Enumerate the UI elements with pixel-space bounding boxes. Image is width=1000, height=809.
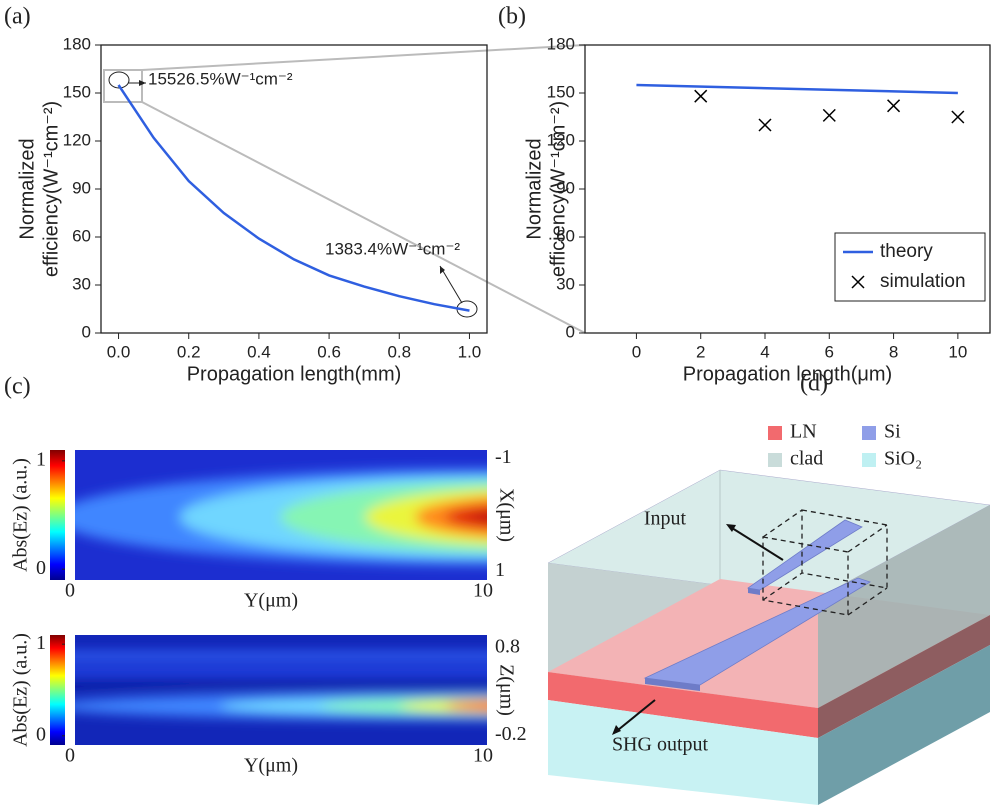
y-axis-label: X(μm): [495, 488, 517, 542]
y-tick-label: 180: [547, 34, 575, 53]
marker: [887, 99, 901, 113]
y-tick-label: 120: [547, 130, 575, 149]
panel-label: (d): [800, 371, 828, 397]
marker: [758, 118, 772, 132]
annotation: 1383.4%W⁻¹cm⁻²: [325, 239, 460, 258]
x-tick-label: 8: [889, 342, 898, 361]
x-axis-label: Y(μm): [244, 755, 298, 777]
annotation: 15526.5%W⁻¹cm⁻²: [148, 69, 293, 88]
x-axis-label: Propagation length(μm): [683, 363, 892, 385]
colorbar-tick-label: 0: [36, 723, 46, 745]
x-tick-label: 2: [696, 342, 705, 361]
y-tick-label: 90: [556, 178, 575, 197]
zoom-line: [141, 101, 586, 334]
colorbar-tick-label: 1: [36, 632, 46, 654]
x-tick-label: 0: [632, 342, 641, 361]
y-axis-label: Z(μm): [495, 664, 517, 716]
colorbar: [50, 450, 65, 580]
highlight-circle: [108, 71, 130, 89]
x-tick-label: 6: [825, 342, 834, 361]
colorbar-label: Abs(Ez) (a.u.): [10, 633, 32, 747]
y-axis-label: efficiency(W⁻¹cm⁻²): [40, 101, 62, 277]
y-axis-label: Normalized: [523, 138, 545, 239]
marker: [822, 108, 836, 122]
y-tick-label: 90: [72, 178, 91, 197]
legend-symbol: [851, 275, 865, 289]
legend-label: clad: [790, 448, 823, 470]
legend-label: SiO₂: [884, 448, 922, 470]
x-axis-label: Y(μm): [244, 590, 298, 612]
legend-label: LN: [790, 421, 817, 443]
colorbar-label: Abs(Ez) (a.u.): [10, 458, 32, 572]
x-tick-label: 1.0: [458, 342, 482, 361]
panel-label: (c): [4, 374, 31, 400]
zoom-line: [141, 44, 586, 71]
y-tick-label: 60: [72, 226, 91, 245]
legend-swatch: [768, 453, 782, 467]
y-tick-label: 30: [556, 274, 575, 293]
x-tick-label: 0.0: [107, 342, 131, 361]
panel-label: (b): [498, 4, 526, 30]
x-axis-label: Propagation length(mm): [187, 363, 402, 385]
legend-label: Si: [884, 421, 901, 443]
y-tick-label: 150: [63, 82, 91, 101]
line: [636, 83, 958, 95]
line: [117, 84, 470, 312]
x-tick-label: 0.4: [247, 342, 271, 361]
x-tick-label: 10: [473, 580, 493, 602]
y-axis-label: efficiency(W⁻¹cm⁻²): [547, 101, 569, 277]
x-tick-label: 0.8: [387, 342, 411, 361]
colorbar-tick-label: 1: [36, 448, 46, 470]
legend-swatch: [768, 426, 782, 440]
y-axis-label: Normalized: [16, 138, 38, 239]
y-tick-label: 0.8: [495, 636, 520, 658]
diagram-label: SHG output: [612, 734, 709, 756]
y-tick-label: 180: [63, 34, 91, 53]
y-tick-label: -0.2: [495, 723, 527, 745]
panel-label: (a): [4, 4, 31, 30]
x-tick-label: 4: [760, 342, 769, 361]
x-tick-label: 0: [65, 580, 75, 602]
zoom-box: [103, 69, 143, 103]
x-tick-label: 0.2: [177, 342, 201, 361]
x-tick-label: 10: [473, 745, 493, 767]
legend-swatch: [862, 453, 876, 467]
y-tick-label: 60: [556, 226, 575, 245]
y-tick-label: 150: [547, 82, 575, 101]
y-tick-label: 120: [63, 130, 91, 149]
device-diagram: [547, 469, 991, 805]
field-map: [75, 635, 487, 745]
legend-swatch: [862, 426, 876, 440]
arrow: [439, 265, 463, 304]
colorbar: [50, 635, 65, 745]
legend-label: simulation: [880, 271, 966, 292]
y-tick-label: 30: [72, 274, 91, 293]
marker: [694, 89, 708, 103]
diagram-legend: LN Si clad SiO₂: [768, 421, 922, 470]
field-map: [75, 450, 487, 580]
legend-box: [834, 232, 986, 302]
y-tick-label: -1: [495, 446, 512, 468]
marker: [951, 110, 965, 124]
y-tick-label: 0: [566, 322, 575, 341]
diagram-label: Input: [644, 508, 687, 530]
y-tick-label: 1: [495, 559, 505, 581]
legend-label: theory: [880, 241, 933, 262]
x-tick-label: 0.6: [317, 342, 341, 361]
y-tick-label: 0: [82, 322, 91, 341]
x-tick-label: 10: [948, 342, 967, 361]
x-tick-label: 0: [65, 745, 75, 767]
colorbar-tick-label: 0: [36, 557, 46, 579]
